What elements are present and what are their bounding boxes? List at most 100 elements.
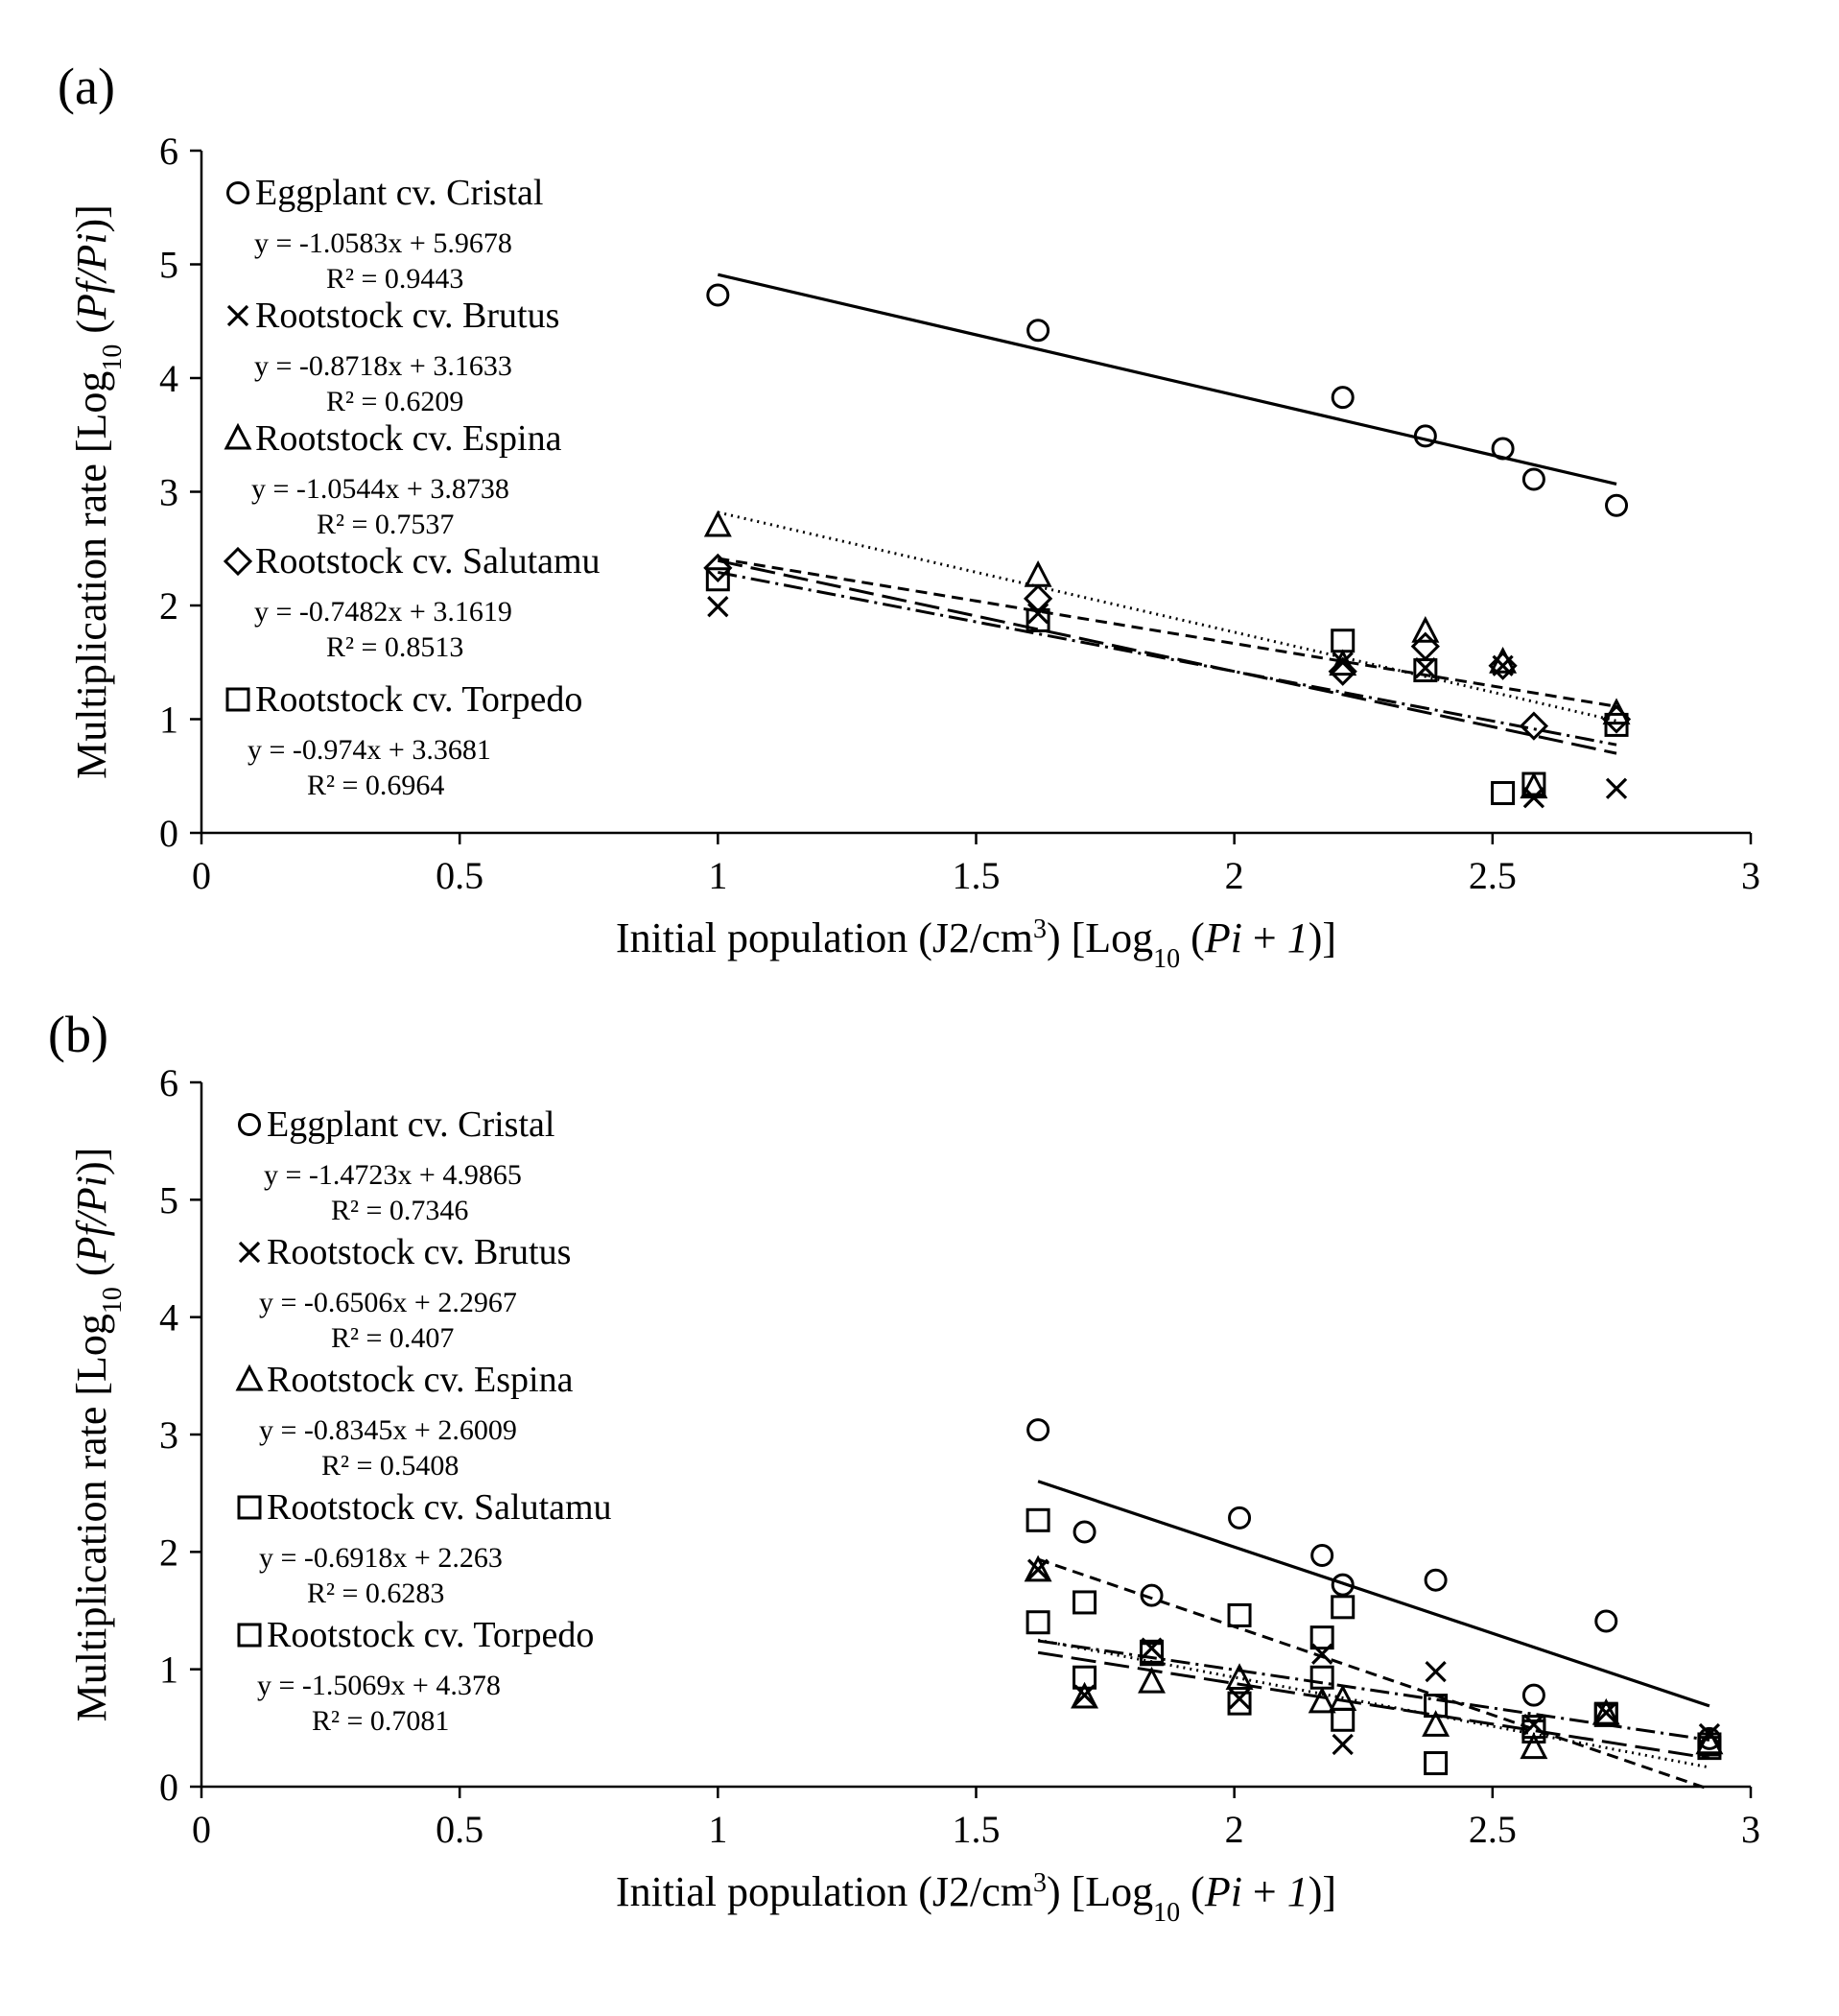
data-point xyxy=(1026,1610,1050,1635)
data-point xyxy=(1521,1683,1545,1707)
legend-marker xyxy=(226,304,249,327)
data-point xyxy=(1425,1660,1447,1683)
series-4 xyxy=(705,567,1629,806)
legend-label: Rootstock cv. Brutus xyxy=(267,1232,571,1272)
data-point xyxy=(1225,1663,1254,1690)
data-point xyxy=(703,510,732,537)
data-point xyxy=(1140,1639,1165,1664)
trend-line-0 xyxy=(1037,1480,1710,1708)
legend-r2: R² = 0.6209 xyxy=(326,386,463,417)
data-point xyxy=(1605,493,1629,517)
panel-label: (a) xyxy=(58,58,115,115)
data-point xyxy=(1519,711,1549,741)
x-tick-label: 3 xyxy=(1741,1808,1760,1851)
panel-label: (b) xyxy=(48,1006,108,1063)
legend-label: Rootstock cv. Torpedo xyxy=(267,1615,594,1655)
data-point xyxy=(1073,1590,1097,1615)
y-axis-title-part: Pf/Pi xyxy=(68,233,115,320)
y-tick-label: 0 xyxy=(159,812,178,855)
data-point xyxy=(1331,386,1355,410)
x-tick-label: 2 xyxy=(1225,1808,1244,1851)
x-axis-title-part: )] xyxy=(1309,914,1336,961)
x-axis-title-part: + xyxy=(1242,914,1287,961)
legend-r2: R² = 0.7081 xyxy=(312,1705,449,1737)
y-tick-label: 0 xyxy=(159,1766,178,1809)
data-point xyxy=(1140,1583,1164,1607)
legend-label: Rootstock cv. Torpedo xyxy=(255,679,582,720)
x-axis-title-part: 1 xyxy=(1287,914,1309,961)
trend-line-4 xyxy=(1037,1557,1710,1791)
x-axis-title-part: 3 xyxy=(1033,1868,1047,1898)
data-point xyxy=(1071,1681,1099,1709)
data-point xyxy=(1310,1544,1334,1568)
x-axis-title-part: 10 xyxy=(1153,944,1180,974)
data-point xyxy=(1411,616,1440,643)
series-0 xyxy=(1026,1418,1721,1750)
data-point xyxy=(1331,1573,1355,1597)
x-axis-title-part: ) [Log xyxy=(1047,1868,1153,1915)
legend-equation: y = -0.7482x + 3.1619 xyxy=(254,596,512,628)
y-tick-label: 3 xyxy=(159,1413,178,1457)
y-tick-label: 4 xyxy=(159,1296,178,1340)
legend-r2: R² = 0.5408 xyxy=(321,1450,459,1482)
data-point xyxy=(1488,651,1518,680)
data-point xyxy=(1026,1507,1050,1532)
data-point xyxy=(1520,1732,1548,1760)
data-point xyxy=(1522,1714,1545,1736)
legend-r2: R² = 0.8513 xyxy=(326,631,463,663)
x-tick-label: 2.5 xyxy=(1469,854,1517,897)
data-point xyxy=(1424,1568,1448,1592)
data-point xyxy=(1520,771,1548,799)
data-point xyxy=(705,567,730,592)
data-point xyxy=(1328,656,1357,686)
data-point xyxy=(1332,1733,1354,1756)
y-axis-title-part: 10 xyxy=(98,344,128,371)
legend-equation: y = -1.0583x + 5.9678 xyxy=(254,227,512,259)
series-2 xyxy=(703,510,1631,799)
data-point xyxy=(1023,583,1053,614)
legend-equation: y = -1.4723x + 4.9865 xyxy=(264,1159,522,1191)
y-axis-title-part: ( xyxy=(68,320,115,344)
x-axis-title-part: 10 xyxy=(1153,1898,1180,1928)
data-point xyxy=(1309,1665,1334,1690)
data-point xyxy=(706,283,730,307)
data-point xyxy=(1424,1751,1449,1776)
legend-marker xyxy=(237,1623,262,1648)
data-point xyxy=(1414,657,1436,679)
x-tick-label: 1 xyxy=(708,854,727,897)
x-axis-title-part: Initial population (J2/cm xyxy=(616,914,1033,961)
data-point xyxy=(1026,607,1050,632)
x-tick-label: 2.5 xyxy=(1469,1808,1517,1851)
data-point xyxy=(1073,1520,1096,1544)
y-tick-label: 3 xyxy=(159,471,178,514)
series-3 xyxy=(703,553,1632,741)
data-point xyxy=(1413,424,1437,448)
legend-marker xyxy=(237,1495,262,1520)
legend-marker xyxy=(223,546,253,577)
legend-r2: R² = 0.6283 xyxy=(307,1577,444,1609)
legend-label: Rootstock cv. Espina xyxy=(255,418,562,459)
y-tick-label: 6 xyxy=(159,1061,178,1104)
x-axis-title-part: Pi xyxy=(1204,914,1242,961)
legend-label: Rootstock cv. Salutamu xyxy=(255,541,601,581)
data-point xyxy=(1024,559,1052,587)
x-tick-label: 0.5 xyxy=(436,1808,483,1851)
trend-line-2 xyxy=(717,510,1617,723)
y-axis-title-part: ( xyxy=(68,1262,115,1287)
y-axis-title-part: )] xyxy=(68,1148,115,1175)
data-point xyxy=(1424,1694,1449,1719)
data-point xyxy=(1227,1691,1252,1716)
data-point xyxy=(1604,712,1629,737)
legend-label: Eggplant cv. Cristal xyxy=(255,173,543,213)
x-tick-label: 3 xyxy=(1741,854,1760,897)
legend-label: Rootstock cv. Espina xyxy=(267,1360,574,1400)
legend-equation: y = -1.0544x + 3.8738 xyxy=(251,473,509,505)
legend-r2: R² = 0.9443 xyxy=(326,263,463,295)
legend-r2: R² = 0.7346 xyxy=(331,1195,468,1226)
data-point xyxy=(1138,1666,1167,1694)
x-axis-title: Initial population (J2/cm3) [Log10 (Pi +… xyxy=(616,1868,1336,1928)
x-tick-label: 1.5 xyxy=(953,854,1001,897)
data-point xyxy=(1026,1418,1050,1442)
legend-label: Rootstock cv. Brutus xyxy=(255,296,559,336)
